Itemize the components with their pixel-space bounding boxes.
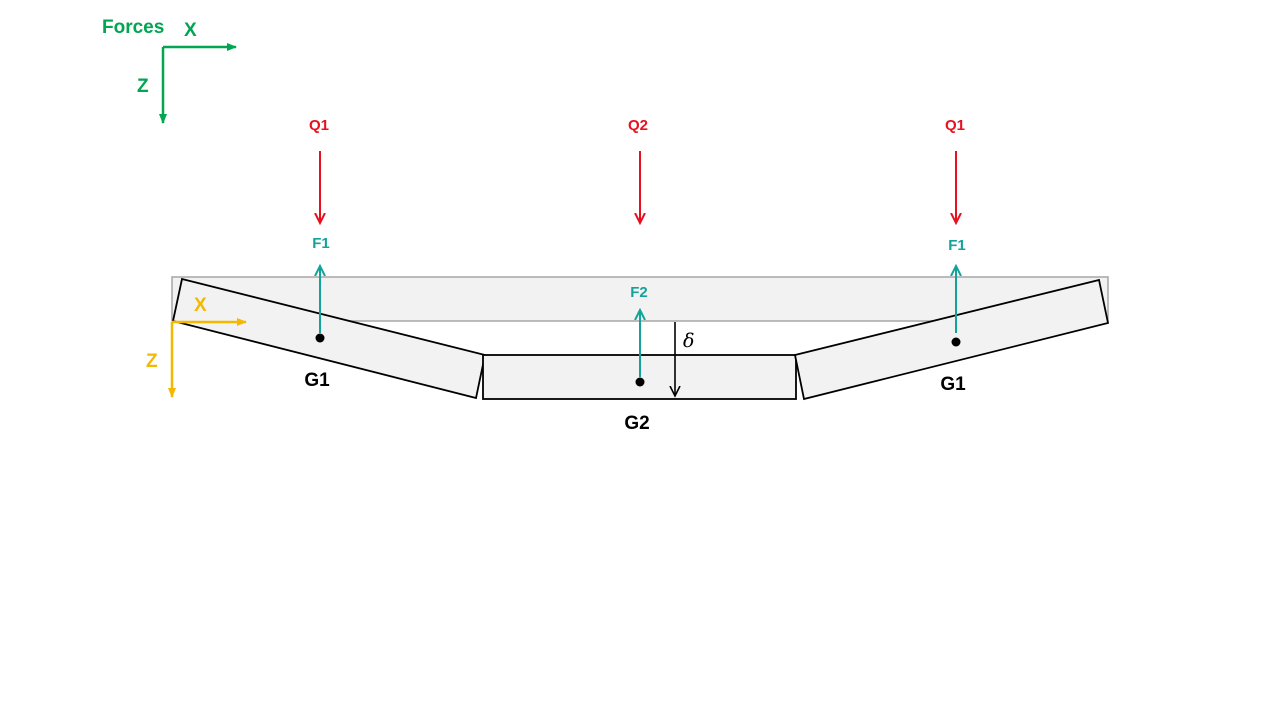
global-x-label: X (184, 20, 197, 41)
reaction-label-right: F1 (948, 237, 966, 254)
load-label-left: Q1 (309, 117, 329, 134)
load-label-center: Q2 (628, 117, 648, 134)
global-z-label: Z (137, 76, 149, 97)
cog-dot-right (951, 337, 961, 347)
segment-label-right: G1 (940, 374, 966, 395)
global-axes: Forces X Z (102, 17, 237, 124)
segment-label-left: G1 (304, 370, 330, 391)
forces-title: Forces (102, 17, 164, 38)
segment-label-center: G2 (624, 413, 649, 434)
local-x-label: X (194, 295, 207, 316)
reactions: F1 F2 F1 (312, 235, 966, 377)
reaction-label-left: F1 (312, 235, 330, 252)
segment-right-g1 (793, 278, 1110, 401)
deflection-symbol: δ (683, 330, 694, 352)
reaction-label-center: F2 (630, 284, 648, 301)
cog-dot-left (315, 333, 325, 343)
local-z-label: Z (146, 351, 158, 372)
segment-left-g1 (171, 277, 487, 400)
local-axes: X Z (146, 295, 247, 398)
load-label-right: Q1 (945, 117, 965, 134)
cog-dot-center (635, 377, 645, 387)
loads: Q1 Q2 Q1 (309, 117, 965, 223)
